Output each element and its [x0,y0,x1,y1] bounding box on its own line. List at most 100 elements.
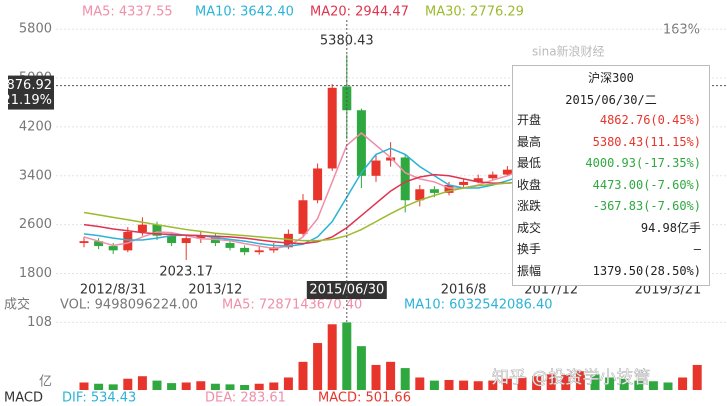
volume-bar [342,322,352,390]
y-tick-label: 3400 [19,168,52,183]
tooltip-label: 开盘 [517,113,542,127]
candle-body [371,160,381,176]
x-tick-label: 2016/8 [441,283,487,298]
volume-bar [459,380,469,390]
tooltip: 沪深300 2015/06/30/二 开盘 4862.76(0.45%) 最高 538… [512,65,710,286]
candle-body [356,110,366,176]
volume-bar [429,380,439,390]
tooltip-value: 4000.93(-17.35%) [585,156,701,170]
volume-bar [196,381,206,390]
volume-bar [386,361,396,390]
volume-bar [225,384,235,390]
volume-bar [473,381,483,390]
candle-body [488,174,498,179]
tooltip-label: 振幅 [517,263,542,278]
macd-label: MACD: 501.66 [318,391,411,406]
volume-bar [648,381,658,390]
x-tick-label: 2019/3/21 [635,283,702,298]
volume-bar [123,378,133,390]
tooltip-label: 换手 [517,242,542,256]
volume-bar [269,382,279,390]
candle-body [94,241,104,247]
tooltip-value: 94.98亿手 [640,220,701,235]
crosshair-change: 121.19% [0,93,52,108]
macd-label: DEA: 283.61 [205,391,286,406]
candle-body [313,168,323,201]
legend-entry: MA5: 4337.55 [82,5,173,20]
volume-bar [678,377,688,390]
volume-bar [108,384,118,390]
volume-legend: MA5: 7287143670.40 [222,298,362,313]
candle-body [342,86,352,111]
volume-bar [137,376,147,390]
tooltip-row: 振幅 1379.50(28.50%) [513,261,709,283]
candle-body [415,189,425,201]
volume-bar [546,374,556,390]
candle-body [254,250,264,253]
volume-bar [400,368,410,390]
crosshair-box [8,75,54,110]
legend-entry: MA30: 2776.29 [425,5,524,20]
volume-bar [152,380,162,390]
crosshair-price: 4876.92 [0,78,52,93]
volume-bar [167,383,177,390]
volume-tick-label: 108 [27,315,52,330]
tooltip-value: 4473.00(-7.60%) [592,177,701,192]
candle-body [181,238,191,244]
candle-body [79,241,89,244]
candle-body [429,189,439,193]
candle-body [444,184,454,193]
volume-bar [94,383,104,390]
volume-bar [240,384,250,390]
tooltip-label: 最高 [517,134,542,149]
tooltip-value: 1379.50(28.50%) [592,263,701,278]
candle-body [400,157,410,201]
candle-body [123,232,133,251]
min-label: 2023.17 [159,264,213,279]
tooltip-row: 换手 — [513,239,709,261]
y-tick-label: 2600 [19,217,52,232]
volume-bar [605,377,615,390]
candle-body [298,200,308,234]
volume-title: 成交 [4,297,30,313]
tooltip-row: 涨跌 -367.83(-7.60%) [513,196,709,218]
volume-bar [532,376,542,390]
candle-body [473,178,483,182]
candle-body [386,157,396,161]
tooltip-label: 收盘 [517,177,542,192]
tooltip-value: — [693,242,701,256]
volume-bar [283,377,293,390]
volume-bar [313,343,323,390]
candle-body [137,224,147,233]
watermark: sina新浪财经 [532,44,605,59]
x-tick-label: 2013/12 [188,283,242,298]
tooltip-label: 成交 [517,220,542,235]
volume-bar [634,380,644,390]
y-tick-label: 1800 [19,266,52,281]
x-tick-label: 2012/8/31 [80,283,147,298]
candle-body [152,224,162,236]
volume-bar [663,382,673,390]
tooltip-row: 最低 4000.93(-17.35%) [513,153,709,175]
candle-body [283,233,293,248]
volume-bar [692,364,702,390]
macd-label: MACD [4,391,43,406]
volume-bar [575,371,585,390]
tooltip-row: 成交 94.98亿手 [513,218,709,240]
candle-body [240,247,250,253]
volume-bar [79,382,89,390]
volume-bar [415,377,425,390]
tooltip-row: 开盘 4862.76(0.45%) [513,110,709,132]
volume-bar [356,346,366,390]
volume-legend: MA10: 6032542086.40 [404,298,553,313]
volume-bar [561,374,571,390]
tooltip-label: 涨跌 [517,199,542,213]
candle-body [502,169,512,175]
volume-unit: 亿 [39,375,52,390]
legend-entry: MA10: 3642.40 [195,5,294,20]
volume-bar [517,377,527,390]
candle-body [167,235,177,244]
volume-bar [327,324,337,390]
